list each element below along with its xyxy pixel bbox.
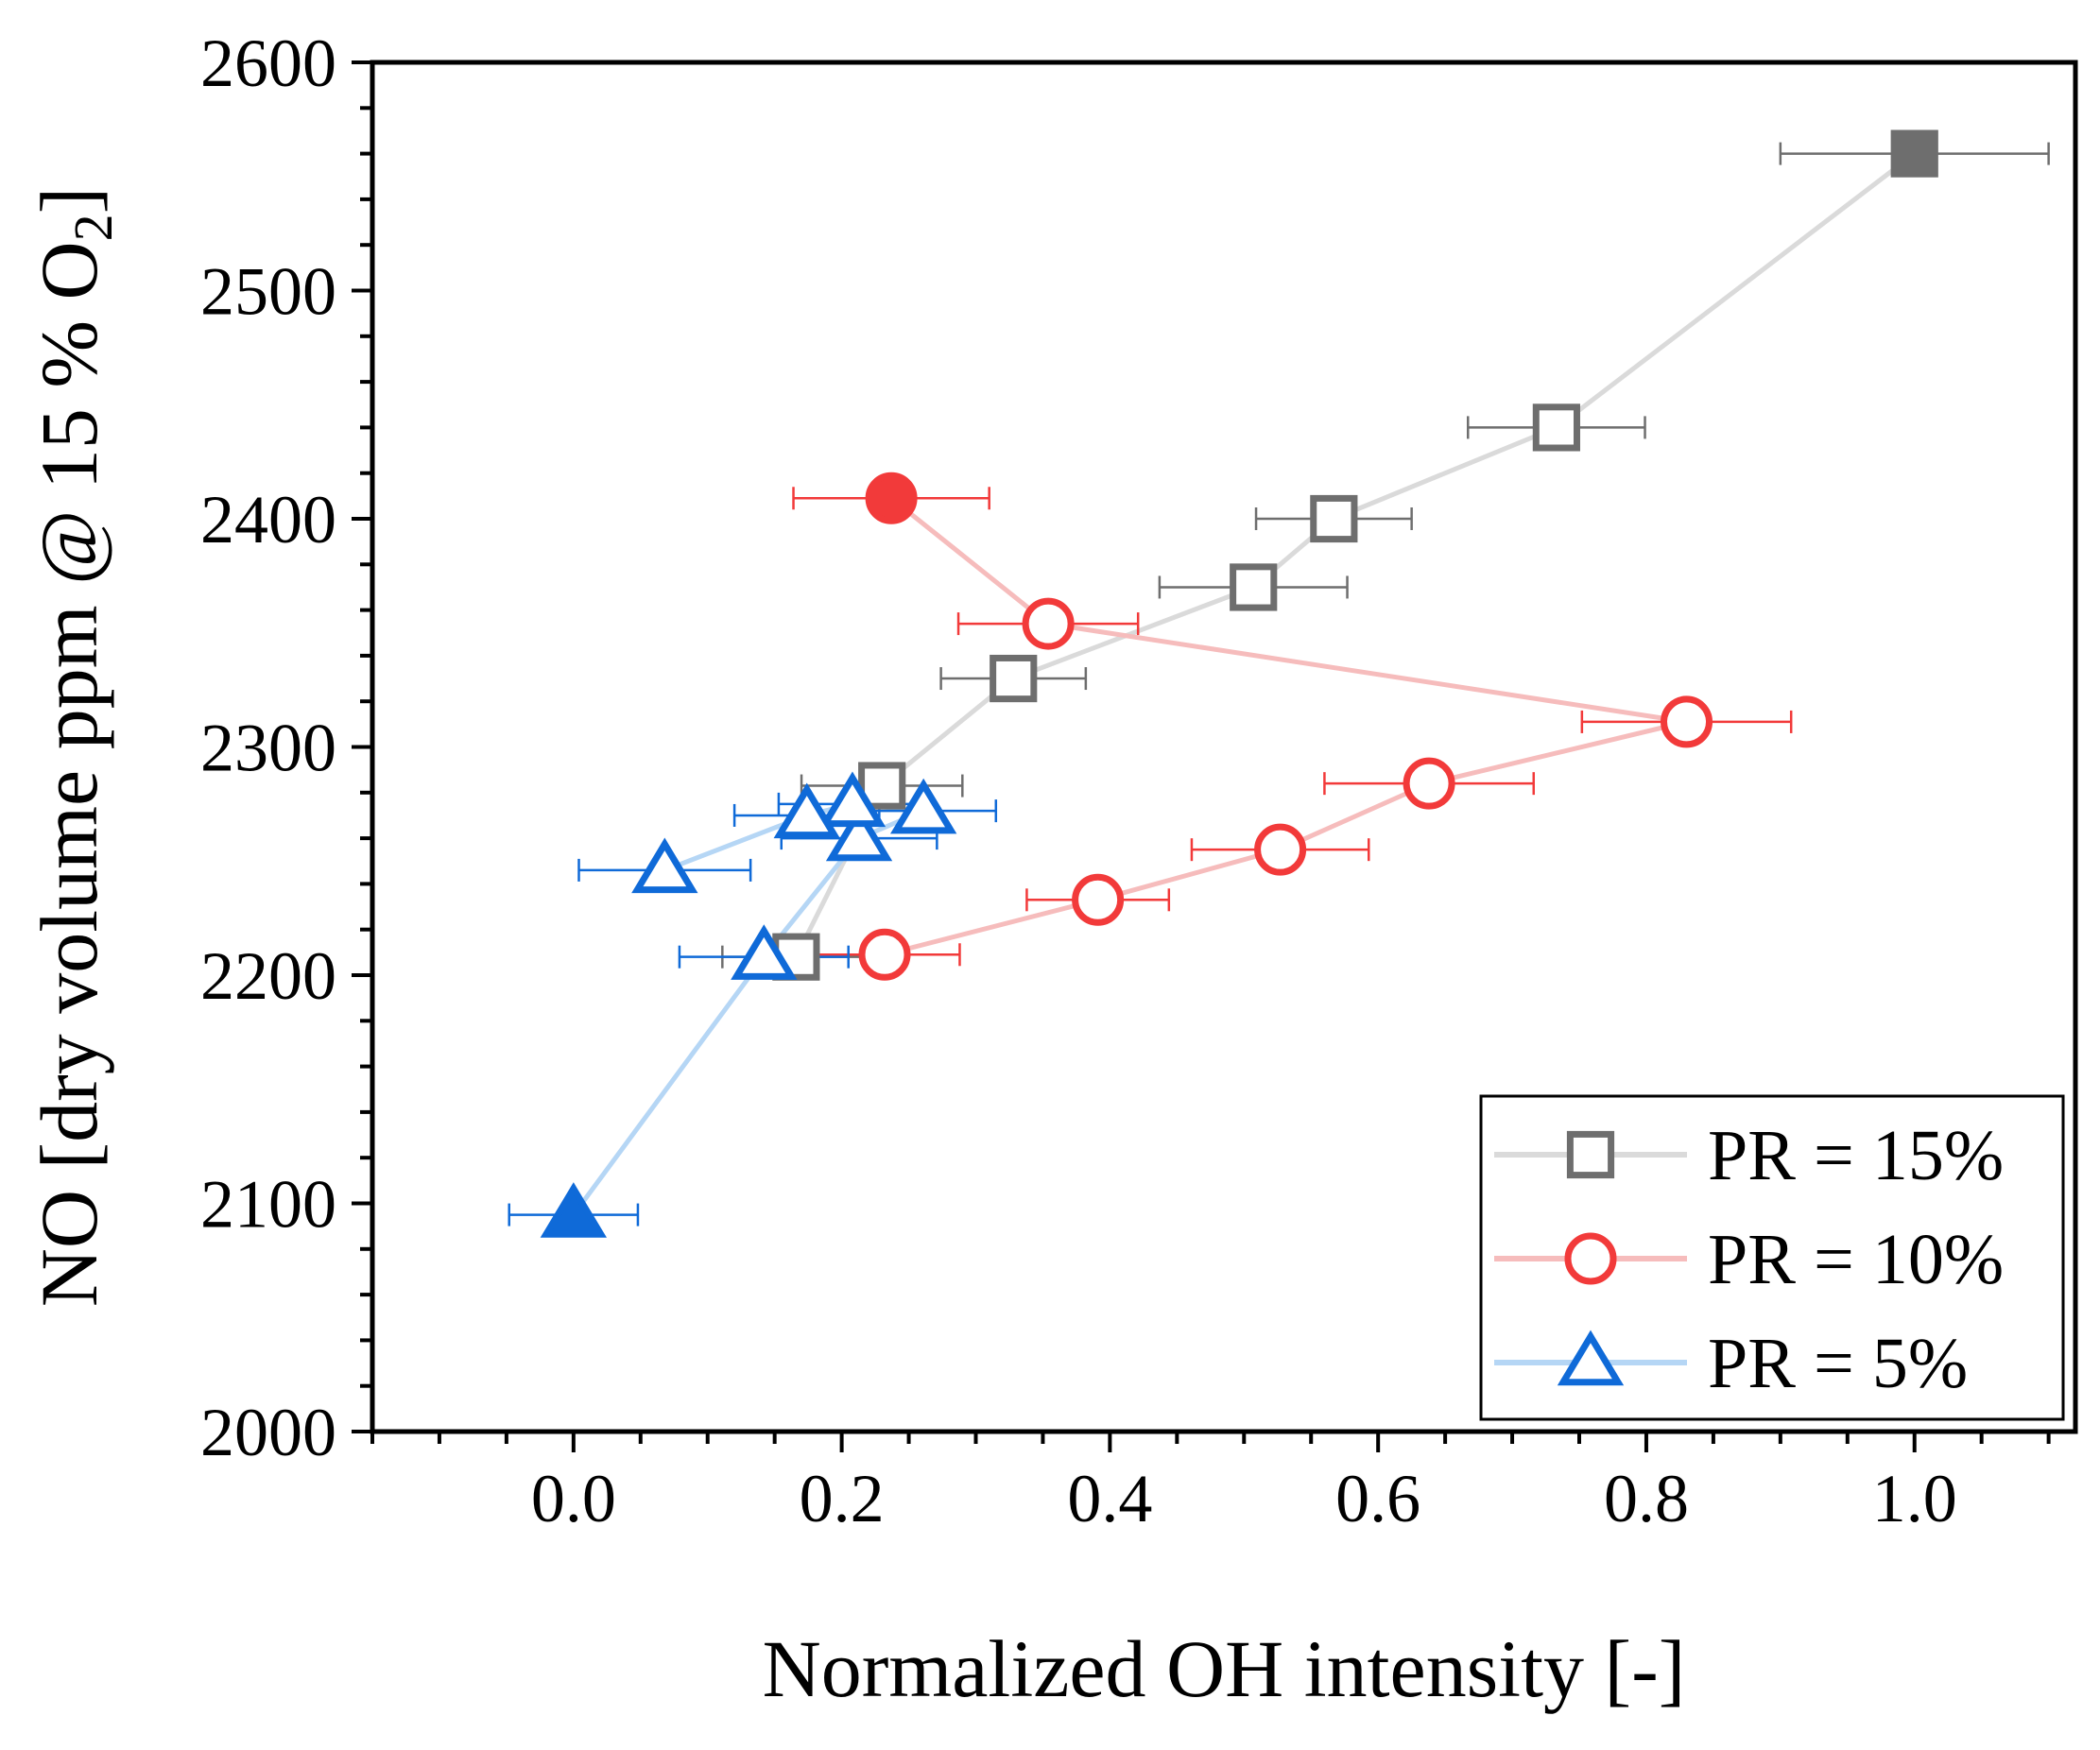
- data-point-circle: [858, 928, 911, 981]
- data-point-triangle: [825, 805, 893, 862]
- legend-item: PR = 5%: [1494, 1324, 1968, 1403]
- data-point-square: [1532, 403, 1580, 452]
- y-tick-label: 2500: [200, 254, 336, 330]
- legend-triangle-marker: [1557, 1330, 1625, 1386]
- data-point-circle: [1403, 757, 1455, 810]
- data-point-circle: [865, 472, 918, 524]
- data-markers: [540, 129, 1938, 1238]
- data-point-square: [1310, 494, 1358, 543]
- error-bars: [508, 142, 2050, 1227]
- series-line-circle: [884, 496, 1688, 957]
- series-line-triangle: [571, 801, 925, 1217]
- legend-items: PR = 15% PR = 10% PR = 5%: [1494, 1116, 2004, 1403]
- x-tick-label: 0.6: [1335, 1461, 1420, 1536]
- x-tick-label: 0.8: [1604, 1461, 1689, 1536]
- legend-label: PR = 5%: [1708, 1324, 1968, 1403]
- data-point-triangle: [631, 837, 698, 894]
- y-tick-label: 2200: [200, 938, 336, 1014]
- y-tick-label: 2300: [200, 711, 336, 786]
- data-point-circle: [1072, 873, 1125, 926]
- legend-label: PR = 15%: [1708, 1116, 2004, 1195]
- x-tick-label: 0.2: [800, 1461, 885, 1536]
- x-axis-title: Normalized OH intensity [-]: [763, 1623, 1686, 1714]
- legend-square-marker: [1566, 1130, 1615, 1179]
- y-tick-label: 2600: [200, 26, 336, 101]
- y-axis-title-subscript: 2: [62, 214, 124, 241]
- y-tick-label: 2100: [200, 1167, 336, 1243]
- legend: PR = 15% PR = 10% PR = 5%: [1479, 1094, 2065, 1421]
- data-point-triangle: [890, 778, 957, 834]
- x-tick-label: 0.4: [1067, 1461, 1152, 1536]
- data-point-triangle: [731, 924, 798, 980]
- data-point-square: [1890, 129, 1938, 178]
- data-point-circle: [1254, 823, 1307, 876]
- axis-ticks: [352, 60, 2051, 1452]
- data-point-square: [990, 654, 1038, 703]
- x-tick-label: 0.0: [531, 1461, 616, 1536]
- x-tick-label: 1.0: [1872, 1461, 1957, 1536]
- y-axis-title-main: NO [dry volume ppm @ 15 % O: [24, 241, 114, 1307]
- series-lines: [571, 151, 1917, 1217]
- legend-circle-marker: [1564, 1232, 1617, 1285]
- legend-item: PR = 10%: [1494, 1220, 2004, 1299]
- data-point-circle: [1022, 597, 1075, 650]
- y-tick-label: 2000: [200, 1395, 336, 1470]
- tick-labels: 0.0 0.2 0.4 0.6 0.8 1.0 2000 2100 2200 2300 2400 25…: [200, 26, 1957, 1536]
- y-tick-label: 2400: [200, 482, 336, 558]
- data-point-circle: [1661, 695, 1713, 748]
- data-point-square: [1230, 563, 1278, 611]
- y-axis-title: NO [dry volume ppm @ 15 % O2]: [24, 187, 124, 1307]
- data-point-triangle: [540, 1182, 607, 1238]
- data-point-triangle: [818, 771, 886, 828]
- y-axis-title-close: ]: [24, 187, 114, 214]
- legend-label: PR = 10%: [1708, 1220, 2004, 1299]
- data-point-triangle: [773, 782, 840, 839]
- legend-item: PR = 15%: [1494, 1116, 2004, 1195]
